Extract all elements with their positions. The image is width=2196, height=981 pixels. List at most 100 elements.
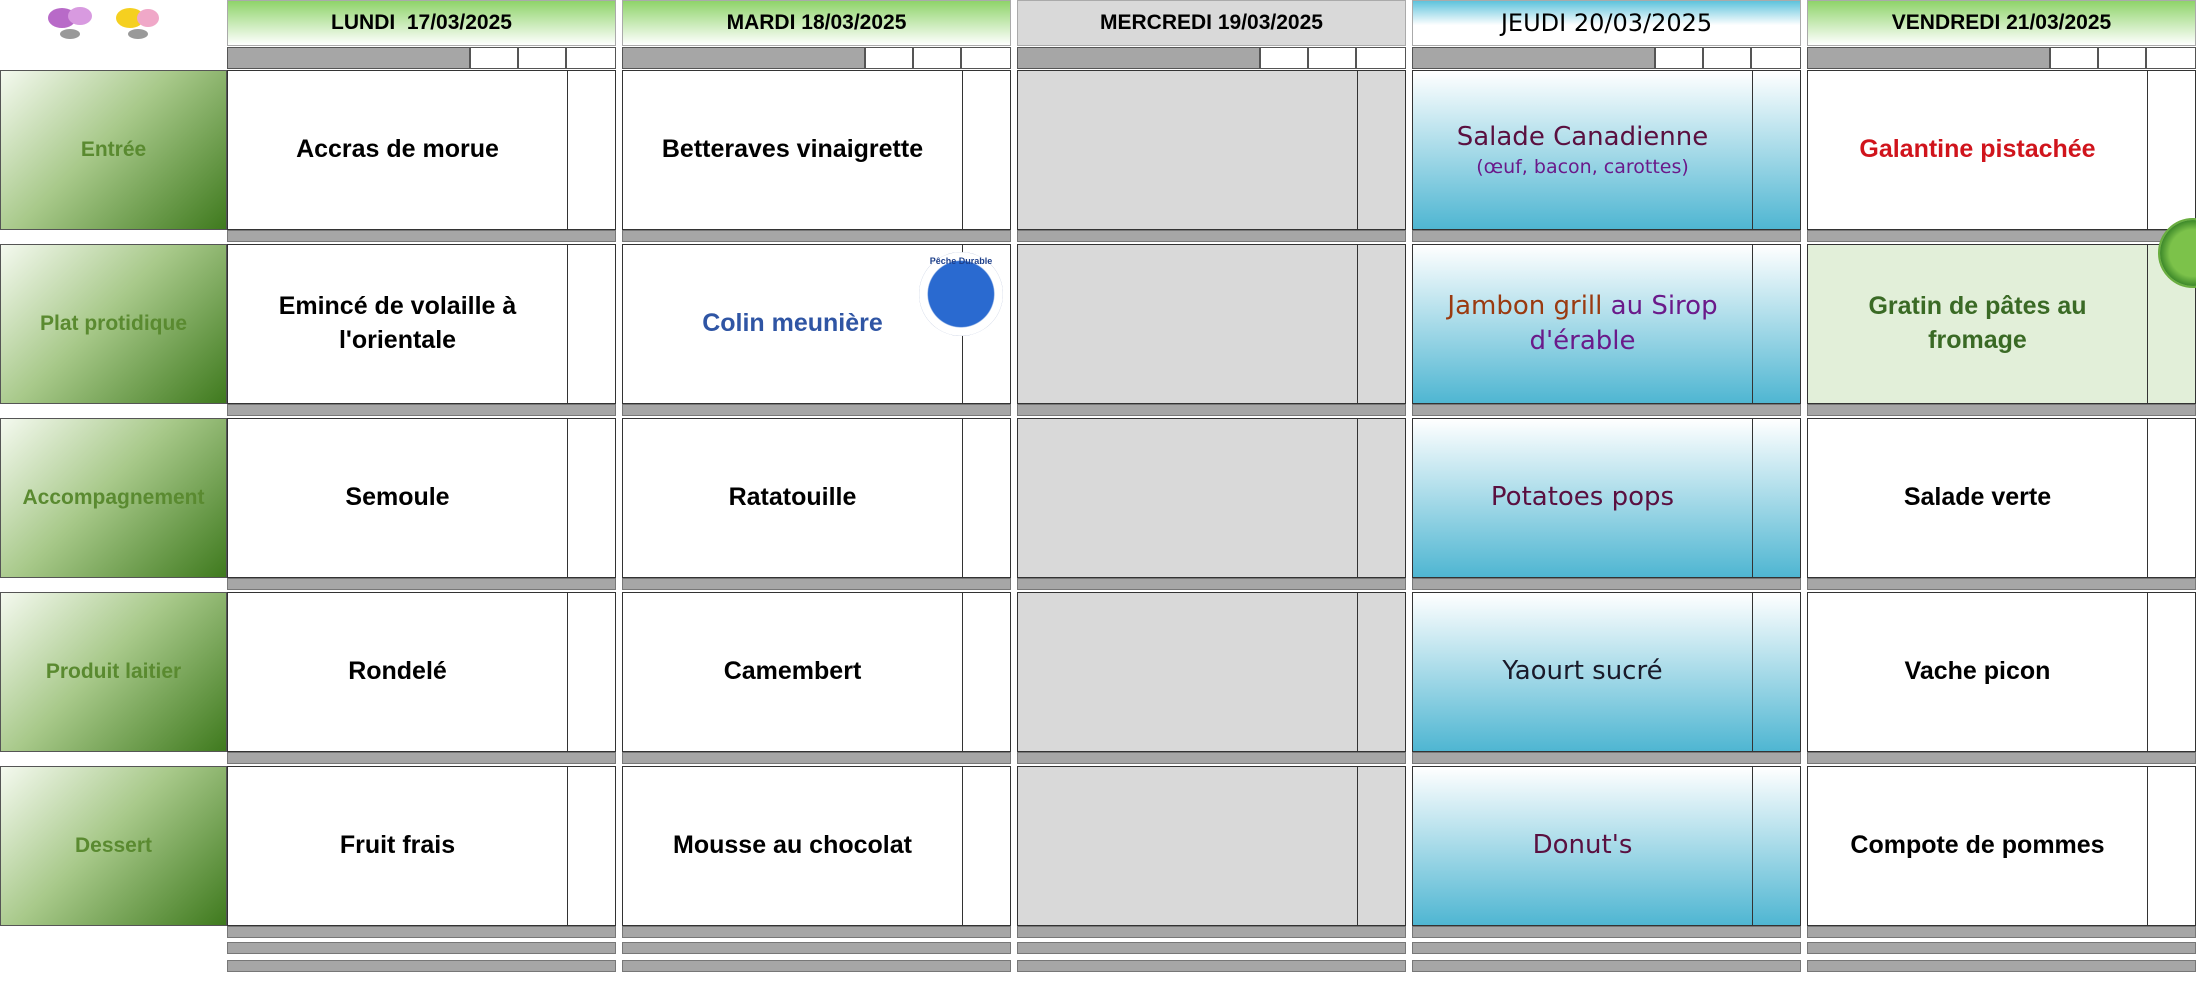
dish-text: Galantine pistachée [1859,135,2096,164]
row-gap [227,752,616,764]
day-column: JEUDI 20/03/2025 Salade Canadienne (œuf, b… [1412,0,1801,981]
side-cell [962,70,1011,230]
sub-bar [1017,47,1260,69]
day-column: MERCREDI 19/03/2025 [1017,0,1406,981]
bottom-bar [1017,926,1406,938]
side-cell [1357,592,1406,752]
dish-cell: Colin meunière [622,244,963,404]
row-gap [1017,578,1406,590]
dish-text: Yaourt sucré [1502,656,1663,687]
dish-cell: Mousse au chocolat [622,766,963,926]
row-gap [1412,578,1801,590]
side-cell [1357,244,1406,404]
sub-box [470,47,518,69]
sub-box [518,47,566,69]
row-gap [1412,752,1801,764]
bottom-bar [1412,960,1801,972]
bottom-bar [1807,942,2196,954]
row-gap [622,752,1011,764]
dish-text: Potatoes pops [1490,482,1675,513]
dish-cell [1017,766,1358,926]
dish-cell: Compote de pommes [1807,766,2148,926]
day-header: JEUDI 20/03/2025 [1412,0,1801,46]
dish-note: (œuf, bacon, carottes) [1476,155,1689,178]
side-cell [567,766,616,926]
dish-text: Salade Canadienne [1456,121,1709,152]
day-header: LUNDI 17/03/2025 [227,0,616,46]
dish-text: Colin meunière [702,309,883,338]
dish-part: au Sirop d'érable [1529,290,1718,356]
row-gap [1807,578,2196,590]
row-gap [1807,752,2196,764]
dish-cell: Jambon grill au Sirop d'érable [1412,244,1753,404]
dish-cell: Salade Canadienne (œuf, bacon, carottes) [1412,70,1753,230]
bottom-bar [1412,942,1801,954]
bottom-bar [1017,942,1406,954]
dish-cell [1017,70,1358,230]
sub-box [2098,47,2146,69]
dish-text: Gratin de pâtes au fromage [1868,292,2087,354]
dish-cell: Yaourt sucré [1412,592,1753,752]
side-cell [1357,70,1406,230]
sub-box [1260,47,1308,69]
bottom-bar [622,960,1011,972]
row-gap [1017,230,1406,242]
dish-cell: Donut's [1412,766,1753,926]
row-gap [1412,404,1801,416]
dish-cell: Accras de morue [227,70,568,230]
side-cell [962,418,1011,578]
bottom-bar [1807,926,2196,938]
row-gap [622,404,1011,416]
dish-cell: Salade verte [1807,418,2148,578]
day-column: MARDI 18/03/2025 Betteraves vinaigrette Co… [622,0,1011,981]
dish-cell: Galantine pistachée [1807,70,2148,230]
bottom-bar [622,926,1011,938]
sub-box [2146,47,2196,69]
row-label: Entrée [0,70,227,230]
dish-cell: Ratatouille [622,418,963,578]
side-cell [1357,766,1406,926]
dish-cell [1017,592,1358,752]
sub-bar [622,47,865,69]
side-cell [2147,70,2196,230]
side-cell [1752,418,1801,578]
sub-box [913,47,961,69]
row-gap [227,404,616,416]
butterfly-logos [48,7,159,39]
side-cell [1752,70,1801,230]
dish-cell [1017,418,1358,578]
row-gap [227,230,616,242]
row-label: Plat protidique [0,244,227,404]
row-label: Produit laitier [0,592,227,752]
dish-cell: Emincé de volaille à l'orientale [227,244,568,404]
sub-box [1356,47,1406,69]
row-gap [1412,230,1801,242]
row-gap [1017,404,1406,416]
sub-box [1308,47,1356,69]
sub-bar [1807,47,2050,69]
bottom-bar [227,960,616,972]
dish-cell: Fruit frais [227,766,568,926]
row-gap [1017,752,1406,764]
row-gap [622,578,1011,590]
side-cell [1752,244,1801,404]
dish-part: Jambon grill [1447,290,1603,321]
sub-box [865,47,913,69]
side-cell [1357,418,1406,578]
side-cell [962,766,1011,926]
sub-box [1751,47,1801,69]
dish-text: Donut's [1532,830,1633,861]
bottom-bar [227,942,616,954]
bottom-bar [227,926,616,938]
dish-cell: Betteraves vinaigrette [622,70,963,230]
row-gap [227,578,616,590]
day-column: VENDREDI 21/03/2025 Galantine pistachée Gr… [1807,0,2196,981]
side-cell [2147,766,2196,926]
sub-box [1655,47,1703,69]
day-header: MERCREDI 19/03/2025 [1017,0,1406,46]
side-cell [567,592,616,752]
bottom-bar [622,942,1011,954]
side-cell [2147,592,2196,752]
bottom-bar [1412,926,1801,938]
